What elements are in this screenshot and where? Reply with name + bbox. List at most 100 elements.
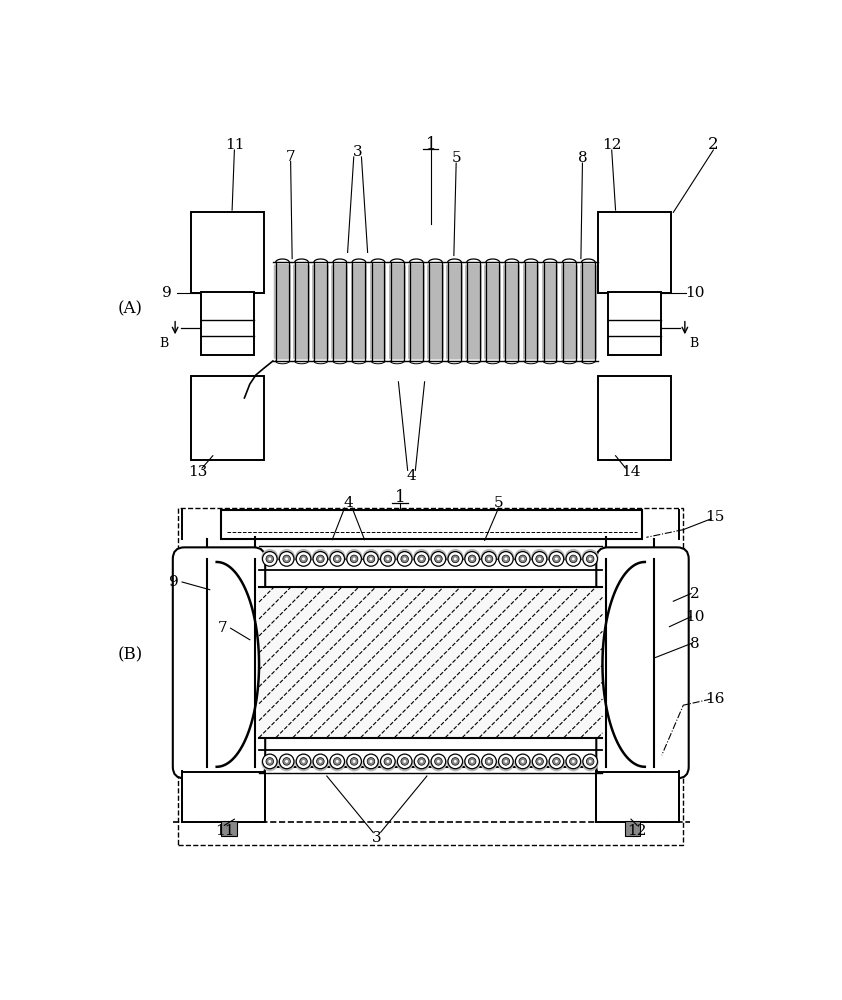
Circle shape — [283, 555, 290, 563]
Text: 8: 8 — [690, 637, 700, 651]
Circle shape — [565, 755, 582, 771]
Circle shape — [380, 549, 397, 566]
Circle shape — [380, 755, 397, 771]
FancyBboxPatch shape — [173, 547, 265, 778]
Circle shape — [514, 755, 531, 771]
Text: 11: 11 — [225, 138, 244, 152]
FancyBboxPatch shape — [465, 264, 482, 359]
Circle shape — [280, 754, 294, 769]
Circle shape — [569, 555, 577, 563]
Bar — [482, 262, 484, 361]
Circle shape — [582, 549, 599, 566]
Circle shape — [531, 549, 548, 566]
Circle shape — [347, 754, 361, 769]
Circle shape — [367, 555, 375, 563]
Circle shape — [504, 760, 508, 763]
Circle shape — [353, 760, 355, 763]
Bar — [406, 262, 408, 361]
Circle shape — [300, 758, 307, 765]
Circle shape — [370, 760, 372, 763]
Bar — [608, 578, 677, 748]
Text: 9: 9 — [162, 286, 172, 300]
Circle shape — [431, 552, 445, 566]
Circle shape — [565, 549, 582, 566]
Circle shape — [485, 758, 493, 765]
Bar — [367, 262, 370, 361]
Bar — [386, 262, 389, 361]
Circle shape — [370, 557, 372, 560]
Circle shape — [386, 760, 389, 763]
Circle shape — [589, 760, 592, 763]
Circle shape — [397, 552, 412, 566]
Circle shape — [555, 760, 558, 763]
FancyBboxPatch shape — [408, 264, 425, 359]
Circle shape — [420, 557, 423, 560]
Circle shape — [498, 755, 514, 771]
Circle shape — [521, 760, 525, 763]
Text: 2: 2 — [708, 136, 719, 153]
Circle shape — [451, 758, 459, 765]
Bar — [608, 292, 661, 355]
Text: (B): (B) — [118, 647, 143, 664]
Circle shape — [582, 755, 599, 771]
FancyBboxPatch shape — [561, 264, 578, 359]
Circle shape — [363, 549, 380, 566]
Bar — [200, 292, 253, 355]
Bar — [520, 262, 523, 361]
Circle shape — [498, 549, 514, 566]
Circle shape — [278, 755, 295, 771]
Circle shape — [414, 754, 429, 769]
Text: 1: 1 — [425, 136, 436, 153]
Circle shape — [566, 754, 581, 769]
Circle shape — [363, 755, 380, 771]
Bar — [329, 262, 332, 361]
Text: B: B — [160, 337, 169, 350]
Circle shape — [261, 755, 278, 771]
Circle shape — [536, 555, 543, 563]
Text: 11: 11 — [215, 824, 234, 838]
Circle shape — [586, 758, 594, 765]
Circle shape — [346, 549, 363, 566]
Bar — [424, 262, 427, 361]
Text: 13: 13 — [189, 465, 208, 479]
FancyBboxPatch shape — [445, 264, 463, 359]
Circle shape — [552, 555, 560, 563]
Text: 2: 2 — [690, 587, 700, 601]
Circle shape — [401, 555, 408, 563]
Circle shape — [336, 760, 338, 763]
Circle shape — [401, 758, 408, 765]
Circle shape — [465, 754, 479, 769]
Circle shape — [266, 758, 274, 765]
Circle shape — [548, 755, 565, 771]
FancyBboxPatch shape — [541, 264, 559, 359]
Circle shape — [437, 760, 440, 763]
Text: 4: 4 — [407, 469, 417, 483]
Text: 12: 12 — [602, 138, 621, 152]
Circle shape — [498, 552, 513, 566]
Bar — [349, 262, 350, 361]
Circle shape — [302, 557, 305, 560]
Circle shape — [482, 552, 496, 566]
Circle shape — [350, 758, 358, 765]
Circle shape — [300, 555, 307, 563]
Bar — [444, 262, 446, 361]
FancyBboxPatch shape — [484, 264, 502, 359]
Text: 9: 9 — [169, 575, 179, 589]
Circle shape — [566, 552, 581, 566]
Circle shape — [312, 549, 328, 566]
Circle shape — [454, 557, 456, 560]
FancyBboxPatch shape — [350, 264, 368, 359]
Circle shape — [468, 758, 476, 765]
Circle shape — [583, 552, 598, 566]
Circle shape — [413, 549, 430, 566]
Circle shape — [515, 754, 530, 769]
Bar — [625, 821, 640, 836]
FancyBboxPatch shape — [579, 264, 597, 359]
Circle shape — [519, 758, 526, 765]
Circle shape — [386, 557, 389, 560]
Circle shape — [381, 552, 395, 566]
Circle shape — [418, 555, 425, 563]
Circle shape — [434, 555, 442, 563]
Circle shape — [266, 555, 274, 563]
Text: 5: 5 — [451, 151, 461, 165]
